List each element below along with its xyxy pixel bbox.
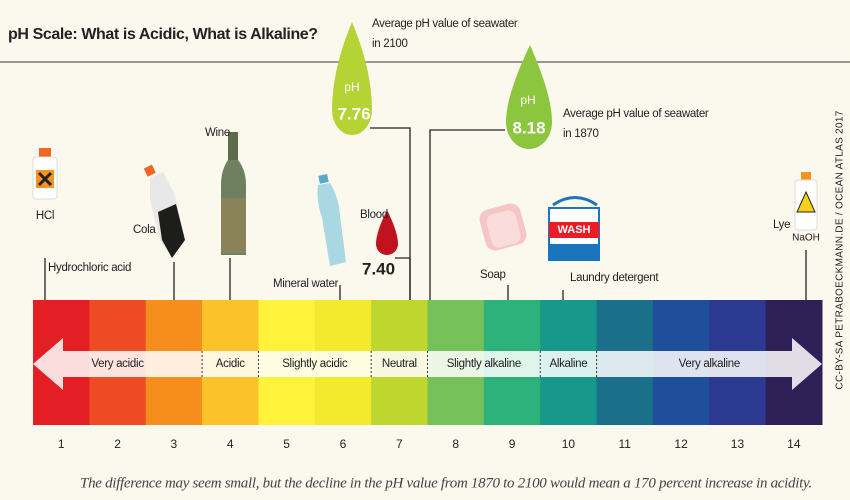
cola-bottle — [143, 164, 185, 258]
blood-value: 7.40 — [362, 259, 395, 278]
soap-caption: Soap — [480, 269, 506, 281]
drop-2100-value: 7.76 — [337, 104, 370, 123]
footer: The difference may seem small, but the d… — [80, 475, 812, 491]
zone-label: Slightly acidic — [282, 358, 348, 370]
drop-1870-value: 8.18 — [512, 118, 545, 137]
hcl-label: HCl — [36, 210, 54, 222]
scale-number: 9 — [509, 437, 516, 451]
wine-bottle — [221, 132, 246, 255]
zone-label: Very acidic — [91, 358, 144, 370]
lye-caption: Lye — [773, 219, 790, 231]
scale-number: 4 — [227, 437, 234, 451]
scale-number: 6 — [340, 437, 347, 451]
blood-drop — [376, 210, 398, 255]
drop-2100 — [332, 22, 372, 135]
scale-number: 7 — [396, 437, 403, 451]
mineral-water-caption: Mineral water — [273, 278, 339, 290]
scale-number: 12 — [674, 437, 688, 451]
soap — [479, 203, 527, 251]
leader-lines — [44, 127, 807, 300]
zone-label: Slightly alkaline — [447, 358, 521, 370]
detergent-label: WASH — [558, 224, 591, 236]
scale-number: 1 — [58, 437, 65, 451]
scale-number: 8 — [452, 437, 459, 451]
zone-label: Very alkaline — [679, 358, 740, 370]
scale-number: 14 — [787, 437, 801, 451]
drop-1870 — [506, 45, 552, 149]
water-bottle — [317, 174, 346, 266]
hcl-bottle — [32, 148, 58, 200]
note-2100-line2: in 2100 — [372, 38, 408, 50]
wine-caption: Wine — [205, 127, 230, 139]
zone-label: Alkaline — [549, 358, 587, 370]
zone-label: Acidic — [216, 358, 245, 370]
note-1870-line1: Average pH value of seawater — [563, 108, 709, 120]
note-1870-line2: in 1870 — [563, 128, 599, 140]
lye-label: NaOH — [792, 233, 820, 244]
hcl-caption: Hydrochloric acid — [48, 262, 131, 274]
scale-number: 3 — [171, 437, 178, 451]
detergent-box — [548, 196, 600, 261]
scale-number: 11 — [619, 437, 632, 451]
lye-bottle — [794, 172, 818, 231]
blood-caption: Blood — [360, 209, 388, 221]
drop-2100-unit: pH — [344, 80, 359, 94]
note-2100-line1: Average pH value of seawater — [372, 18, 518, 30]
detergent-caption: Laundry detergent — [570, 272, 659, 284]
zone-label: Neutral — [382, 358, 417, 370]
scale-number: 10 — [562, 437, 576, 451]
scale-number: 5 — [283, 437, 290, 451]
cola-caption: Cola — [133, 224, 156, 236]
scale-number: 2 — [114, 437, 121, 451]
scale-number: 13 — [731, 437, 745, 451]
credit: CC-BY-SA PETRABOECKMANN.DE / OCEAN ATLAS… — [835, 110, 846, 389]
title: pH Scale: What is Acidic, What is Alkali… — [8, 26, 318, 43]
drop-1870-unit: pH — [520, 93, 535, 107]
